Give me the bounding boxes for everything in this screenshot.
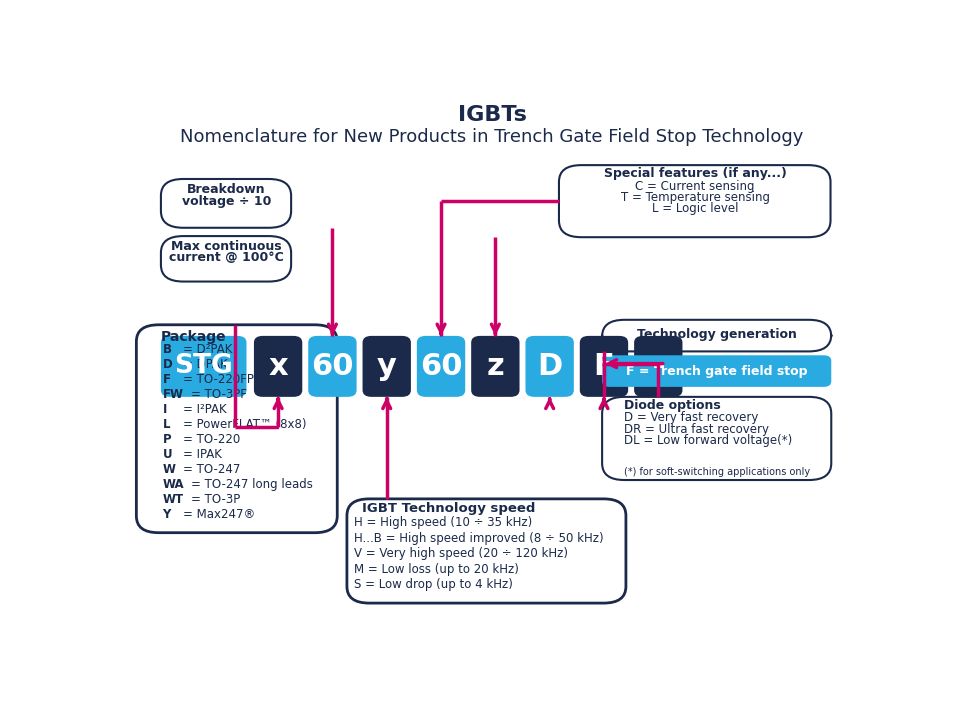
Text: D: D — [162, 359, 172, 372]
Text: -: - — [652, 352, 664, 381]
Text: WA: WA — [162, 478, 184, 491]
FancyBboxPatch shape — [602, 397, 831, 480]
Text: Technology generation: Technology generation — [636, 328, 797, 341]
Text: V = Very high speed (20 ÷ 120 kHz): V = Very high speed (20 ÷ 120 kHz) — [354, 547, 568, 560]
Text: T = Temperature sensing: T = Temperature sensing — [620, 191, 770, 204]
FancyBboxPatch shape — [602, 320, 831, 351]
Text: Breakdown: Breakdown — [187, 183, 266, 196]
Text: Nomenclature for New Products in Trench Gate Field Stop Technology: Nomenclature for New Products in Trench … — [180, 128, 804, 146]
Text: S = Low drop (up to 4 kHz): S = Low drop (up to 4 kHz) — [354, 578, 514, 591]
Text: 60: 60 — [420, 352, 463, 381]
FancyBboxPatch shape — [308, 336, 356, 397]
FancyBboxPatch shape — [559, 165, 830, 237]
FancyBboxPatch shape — [525, 336, 574, 397]
FancyBboxPatch shape — [161, 336, 247, 397]
Text: U: U — [162, 448, 172, 461]
FancyBboxPatch shape — [253, 336, 302, 397]
Text: F: F — [593, 352, 614, 381]
Text: I: I — [162, 403, 167, 416]
Text: = TO-3P: = TO-3P — [191, 493, 240, 506]
Text: M = Low loss (up to 20 kHz): M = Low loss (up to 20 kHz) — [354, 563, 519, 576]
Text: C = Current sensing: C = Current sensing — [636, 180, 755, 193]
Text: (*) for soft-switching applications only: (*) for soft-switching applications only — [624, 467, 810, 477]
Text: = TO-247: = TO-247 — [183, 463, 241, 476]
Text: L: L — [162, 418, 170, 431]
Text: DR = Ultra fast recovery: DR = Ultra fast recovery — [624, 423, 769, 436]
FancyBboxPatch shape — [347, 499, 626, 603]
FancyBboxPatch shape — [363, 336, 411, 397]
Text: = TO-220: = TO-220 — [183, 433, 241, 446]
Text: W: W — [162, 463, 176, 476]
Text: H = High speed (10 ÷ 35 kHz): H = High speed (10 ÷ 35 kHz) — [354, 516, 533, 529]
FancyBboxPatch shape — [161, 236, 291, 282]
Text: Y: Y — [162, 508, 171, 521]
Text: = Max247®: = Max247® — [183, 508, 255, 521]
FancyBboxPatch shape — [602, 355, 831, 387]
FancyBboxPatch shape — [161, 179, 291, 228]
Text: Special features (if any...): Special features (if any...) — [604, 168, 786, 181]
FancyBboxPatch shape — [417, 336, 466, 397]
FancyBboxPatch shape — [635, 336, 683, 397]
Text: IGBT Technology speed: IGBT Technology speed — [362, 503, 535, 516]
Text: B: B — [162, 343, 172, 356]
Text: P: P — [162, 433, 171, 446]
Text: Package: Package — [161, 330, 227, 344]
Text: z: z — [487, 352, 504, 381]
Text: Diode options: Diode options — [624, 399, 721, 412]
Text: = D²PAK: = D²PAK — [183, 343, 232, 356]
Text: IGBTs: IGBTs — [458, 105, 526, 125]
FancyBboxPatch shape — [136, 325, 337, 533]
Text: FW: FW — [162, 388, 183, 401]
Text: current @ 100°C: current @ 100°C — [169, 251, 284, 264]
Text: = TO-247 long leads: = TO-247 long leads — [191, 478, 313, 491]
Text: voltage ÷ 10: voltage ÷ 10 — [181, 195, 271, 208]
Text: WT: WT — [162, 493, 183, 506]
Text: x: x — [268, 352, 288, 381]
Text: L = Logic level: L = Logic level — [652, 202, 738, 215]
Text: = DPAK: = DPAK — [183, 359, 228, 372]
Text: y: y — [376, 352, 396, 381]
Text: Max continuous: Max continuous — [171, 240, 281, 253]
Text: = TO-220FP: = TO-220FP — [183, 373, 254, 386]
Text: H...B = High speed improved (8 ÷ 50 kHz): H...B = High speed improved (8 ÷ 50 kHz) — [354, 532, 604, 545]
Text: DL = Low forward voltage(*): DL = Low forward voltage(*) — [624, 434, 793, 447]
FancyBboxPatch shape — [580, 336, 628, 397]
Text: F = Trench gate field stop: F = Trench gate field stop — [626, 364, 807, 377]
Text: 60: 60 — [311, 352, 353, 381]
Text: D: D — [537, 352, 563, 381]
Text: = I²PAK: = I²PAK — [183, 403, 227, 416]
Text: F: F — [162, 373, 171, 386]
Text: = TO-3PF: = TO-3PF — [191, 388, 247, 401]
FancyBboxPatch shape — [471, 336, 519, 397]
Text: STG: STG — [175, 354, 233, 379]
Text: = IPAK: = IPAK — [183, 448, 222, 461]
Text: D = Very fast recovery: D = Very fast recovery — [624, 411, 758, 424]
Text: = PowerFLAT™ (8x8): = PowerFLAT™ (8x8) — [183, 418, 307, 431]
